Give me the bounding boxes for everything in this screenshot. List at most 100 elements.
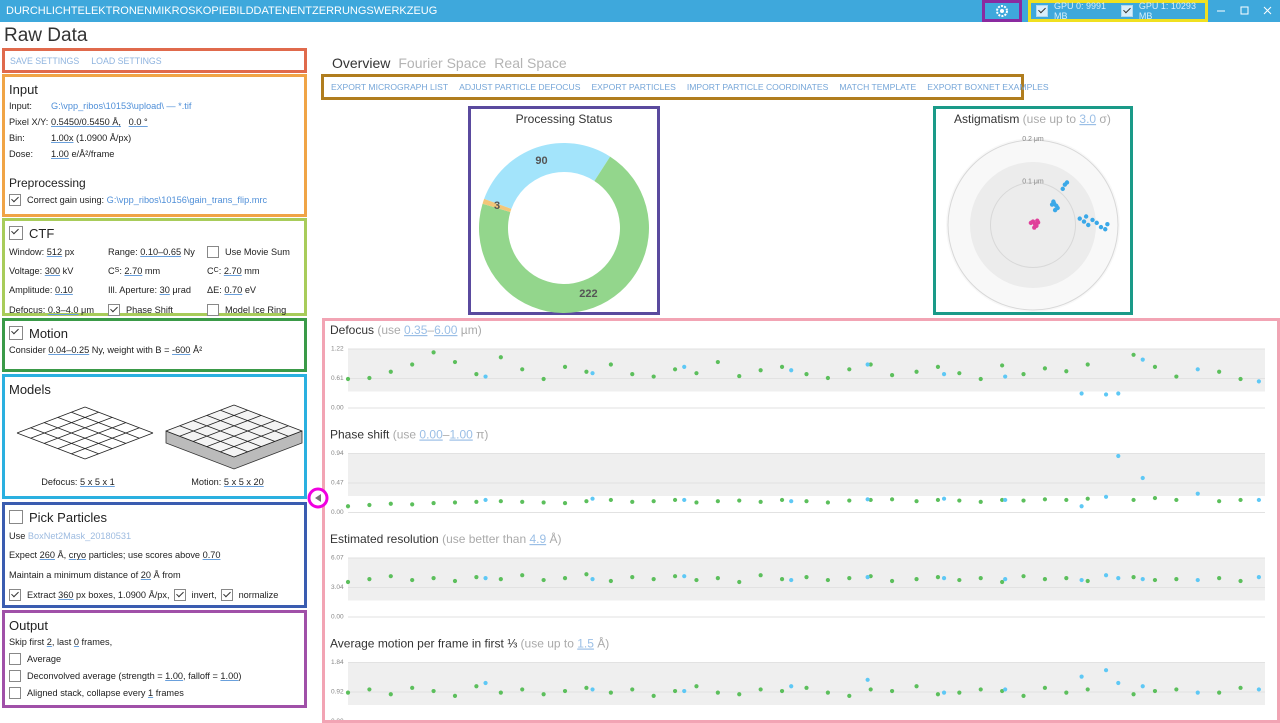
subheading: Preprocessing: [9, 176, 86, 190]
setting: Use Movie Sum: [207, 245, 296, 258]
checkbox[interactable]: [9, 326, 23, 340]
field-value[interactable]: 20: [140, 569, 151, 580]
field-value[interactable]: G:\vpp_ribos\10156\gain_trans_flip.mrc: [106, 195, 268, 205]
field-value[interactable]: 512: [46, 246, 63, 257]
field-value[interactable]: 0.04–0.25: [48, 345, 90, 355]
field-value[interactable]: 1.00: [220, 670, 239, 681]
settings-row: Bin: 1.00x (1.0900 Å/px): [9, 130, 300, 146]
setting: Use BoxNet2Mask_20180531: [9, 531, 131, 541]
text: Å from: [150, 569, 181, 580]
setting: Motion: 5 x 5 x 20: [191, 477, 264, 487]
field-value[interactable]: -600: [172, 345, 191, 355]
field-value[interactable]: 1: [148, 687, 154, 698]
checkbox[interactable]: [1036, 5, 1048, 17]
text: Average: [27, 654, 62, 665]
text: , last: [51, 637, 74, 648]
field-value[interactable]: 0.10–0.65: [140, 246, 182, 257]
collapse-button[interactable]: [307, 487, 329, 509]
field-value[interactable]: 1.00: [51, 149, 69, 159]
checkbox[interactable]: [9, 588, 21, 601]
settings-button[interactable]: LOAD SETTINGS: [91, 55, 162, 66]
checkbox[interactable]: [9, 669, 21, 682]
text: Å,: [54, 550, 69, 561]
action-button[interactable]: MATCH TEMPLATE: [839, 82, 917, 92]
settings-button[interactable]: SAVE SETTINGS: [10, 55, 80, 66]
text: μm: [78, 304, 94, 315]
gpu-toggle[interactable]: GPU 0: 9991 MB: [1036, 1, 1108, 21]
maximize[interactable]: [1240, 6, 1249, 15]
section-header: Motion: [9, 324, 300, 342]
text: Amplitude:: [9, 285, 55, 296]
text: , falloff =: [183, 670, 221, 681]
close[interactable]: [1263, 6, 1272, 15]
field-value[interactable]: 0: [73, 637, 79, 648]
field-value[interactable]: 2: [46, 637, 52, 648]
checkbox[interactable]: [9, 226, 23, 240]
field-value[interactable]: 2.70: [223, 265, 242, 276]
action-button[interactable]: EXPORT BOXNET EXAMPLES: [927, 82, 1049, 92]
field-value[interactable]: 260: [39, 550, 55, 561]
field-value[interactable]: 5 x 5 x 20: [223, 477, 264, 487]
field-value[interactable]: 0.5450/0.5450 Å,: [51, 117, 121, 127]
text: [121, 117, 129, 127]
field-value[interactable]: 30: [159, 285, 170, 296]
tab[interactable]: Fourier Space: [398, 55, 487, 71]
setting: Maintain a minimum distance of 20 Å from: [9, 570, 181, 580]
field-value[interactable]: 1.00x: [51, 133, 74, 143]
field-value[interactable]: 360: [58, 589, 74, 600]
setting: invert,: [173, 588, 217, 601]
checkbox[interactable]: [9, 510, 23, 524]
field-value[interactable]: 0.70: [202, 550, 221, 561]
checkbox[interactable]: [173, 588, 186, 601]
checkbox[interactable]: [207, 245, 219, 258]
field-value[interactable]: 2.70: [124, 265, 143, 276]
text: Voltage:: [9, 265, 45, 276]
section-rows: Use BoxNet2Mask_20180531 Expect 260 Å, cr…: [9, 526, 300, 604]
field-value[interactable]: 0.10: [54, 285, 73, 296]
settings-button[interactable]: [982, 0, 1022, 22]
checkbox[interactable]: [9, 194, 21, 206]
action-button[interactable]: EXPORT MICROGRAPH LIST: [331, 82, 449, 92]
text: Range:: [108, 246, 141, 257]
gpu-label: GPU 0: 9991 MB: [1054, 1, 1107, 21]
settings-row: Input: G:\vpp_ribos\10153\upload\ — *.tif: [9, 98, 300, 114]
setting: ΔE: 0.70 eV: [207, 285, 296, 295]
checkbox[interactable]: [9, 653, 21, 666]
field-value[interactable]: 0.0 °: [128, 117, 148, 127]
text: C: [213, 267, 219, 275]
text: Motion:: [191, 477, 224, 487]
checkbox[interactable]: [207, 303, 219, 316]
text: Skip first: [9, 637, 47, 648]
text: C: [207, 265, 214, 276]
section-header: Input: [9, 80, 300, 98]
action-button[interactable]: IMPORT PARTICLE COORDINATES: [686, 82, 829, 92]
text: Pixel X/Y:: [9, 117, 49, 127]
field-value[interactable]: 300: [44, 265, 61, 276]
settings-row: Aligned stack, collapse every 1 frames: [9, 684, 300, 701]
gear-icon: [996, 5, 1008, 17]
field-value[interactable]: 0.70: [224, 285, 243, 296]
checkbox[interactable]: [108, 303, 120, 316]
field-value[interactable]: cryo: [68, 550, 87, 561]
model-grids: [16, 404, 303, 470]
field-value[interactable]: 5 x 5 x 1: [80, 477, 115, 487]
field-value[interactable]: 0.3–4.0: [47, 304, 79, 315]
checkbox[interactable]: [9, 686, 21, 699]
action-button[interactable]: ADJUST PARTICLE DEFOCUS: [459, 82, 581, 92]
text: Ny: [181, 246, 195, 257]
settings-row: Consider 0.04–0.25 Ny, weight with B = -…: [9, 342, 300, 358]
tab[interactable]: Real Space: [494, 55, 567, 71]
gpu-toggle[interactable]: GPU 1: 10293 MB: [1120, 1, 1197, 21]
tab[interactable]: Overview: [332, 55, 391, 71]
field-value[interactable]: G:\vpp_ribos\10153\upload\ — *.tif: [51, 101, 192, 111]
action-button[interactable]: EXPORT PARTICLES: [591, 82, 676, 92]
checkbox[interactable]: [220, 588, 233, 601]
text: Bin:: [9, 133, 25, 143]
setting: Amplitude: 0.10: [9, 285, 104, 295]
text: :: [218, 265, 224, 276]
setting: Correct gain using: G:\vpp_ribos\10156\g…: [9, 194, 267, 206]
checkbox[interactable]: [1120, 5, 1133, 17]
field-value[interactable]: 1.00: [165, 670, 184, 681]
